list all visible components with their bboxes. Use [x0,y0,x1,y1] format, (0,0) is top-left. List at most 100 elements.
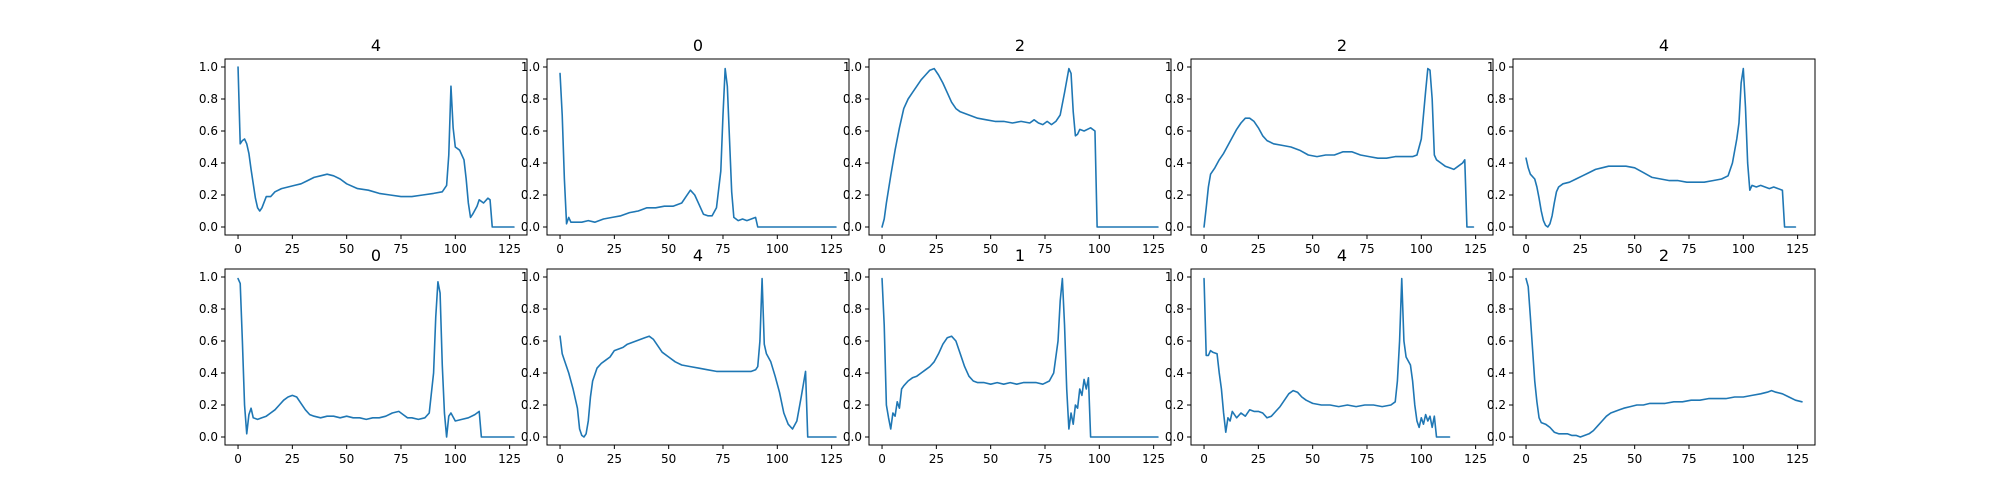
series-line [881,277,1159,438]
panel-title: 2 [1659,246,1669,265]
x-tick-label: 75 [1359,242,1374,256]
x-tick-label: 100 [444,242,467,256]
x-tick-label: 125 [1142,452,1165,466]
y-tick-label: 0.0 [521,220,540,234]
x-tick-label: 50 [661,452,676,466]
y-tick-label: 1.0 [521,60,540,74]
y-tick-label: 0.4 [521,156,540,170]
y-tick-label: 0.6 [199,334,218,348]
y-tick-label: 0.2 [843,188,862,202]
x-tick-label: 100 [1732,452,1755,466]
panel-title: 0 [693,36,703,55]
x-tick-label: 25 [285,452,300,466]
y-tick-label: 1.0 [843,60,862,74]
axes-frame [546,58,850,236]
axes-frame [1512,58,1816,236]
axes-frame [1190,58,1494,236]
y-tick-label: 0.0 [199,430,218,444]
y-tick-label: 0.8 [1487,302,1506,316]
y-tick-label: 0.4 [843,366,862,380]
y-tick-label: 0.6 [843,124,862,138]
x-tick-label: 25 [285,242,300,256]
y-tick-label: 0.2 [843,398,862,412]
series-line [559,277,837,438]
x-tick-label: 25 [1573,452,1588,466]
y-tick-label: 0.8 [1165,92,1184,106]
x-tick-label: 0 [234,242,242,256]
panel-title: 4 [693,246,703,265]
x-tick-label: 50 [339,242,354,256]
y-tick-label: 0.8 [199,92,218,106]
series-line [559,67,837,228]
series-line [1525,277,1803,438]
panel-3: 0 25 50 75 100 125 0.0 0.2 0.4 0.6 0.8 1.0 2 [843,36,1172,256]
y-tick-label: 0.4 [199,366,218,380]
panel-1: 0 25 50 75 100 125 0.0 0.2 0.4 0.6 0.8 1.0 4 [199,36,528,256]
x-tick-label: 75 [1359,452,1374,466]
panel-title: 4 [1659,36,1669,55]
x-tick-label: 75 [1681,242,1696,256]
panel-title: 1 [1015,246,1025,265]
x-tick-label: 75 [1681,452,1696,466]
y-tick-label: 0.0 [843,430,862,444]
y-tick-label: 0.4 [1487,366,1506,380]
y-tick-label: 0.6 [843,334,862,348]
y-tick-label: 1.0 [1487,60,1506,74]
y-tick-label: 0.6 [1165,124,1184,138]
y-tick-label: 0.8 [1165,302,1184,316]
y-tick-label: 0.6 [1487,124,1506,138]
y-tick-label: 0.6 [199,124,218,138]
y-tick-label: 0.6 [521,124,540,138]
x-tick-label: 75 [715,452,730,466]
y-tick-label: 0.0 [1487,220,1506,234]
x-tick-label: 0 [878,242,886,256]
x-tick-label: 100 [1410,242,1433,256]
axes-frame [224,268,528,446]
y-tick-label: 0.8 [521,92,540,106]
x-tick-label: 25 [1251,242,1266,256]
series-line [881,67,1159,228]
axes-frame [1190,268,1494,446]
panel-title: 0 [371,246,381,265]
x-tick-label: 50 [1627,242,1642,256]
x-tick-label: 25 [607,242,622,256]
x-tick-label: 125 [1464,452,1487,466]
x-tick-label: 100 [766,242,789,256]
x-tick-label: 0 [556,452,564,466]
y-tick-label: 0.6 [1165,334,1184,348]
y-tick-label: 0.8 [843,302,862,316]
y-tick-label: 0.2 [521,188,540,202]
x-tick-label: 100 [766,452,789,466]
series-line [1203,67,1475,228]
panel-9: 0 25 50 75 100 125 0.0 0.2 0.4 0.6 0.8 1.0 4 [1165,246,1494,466]
axes-frame [224,58,528,236]
x-tick-label: 75 [715,242,730,256]
x-tick-label: 125 [1786,242,1809,256]
x-tick-label: 0 [1522,452,1530,466]
x-tick-label: 100 [444,452,467,466]
y-tick-label: 0.4 [843,156,862,170]
x-tick-label: 25 [929,452,944,466]
y-tick-label: 1.0 [521,270,540,284]
x-tick-label: 100 [1088,242,1111,256]
x-tick-label: 0 [234,452,242,466]
y-tick-label: 0.4 [1165,366,1184,380]
x-tick-label: 25 [607,452,622,466]
x-tick-label: 125 [498,452,521,466]
x-tick-label: 0 [1200,242,1208,256]
y-tick-label: 0.8 [1487,92,1506,106]
x-tick-label: 50 [983,452,998,466]
y-tick-label: 1.0 [199,270,218,284]
x-tick-label: 125 [820,452,843,466]
panel-title: 2 [1337,36,1347,55]
y-tick-label: 0.0 [1487,430,1506,444]
panel-title: 4 [371,36,381,55]
y-tick-label: 0.2 [1487,398,1506,412]
axes-frame [868,58,1172,236]
y-tick-label: 0.2 [199,398,218,412]
panel-title: 2 [1015,36,1025,55]
y-tick-label: 0.2 [1487,188,1506,202]
x-tick-label: 100 [1088,452,1111,466]
y-tick-label: 1.0 [199,60,218,74]
panel-2: 0 25 50 75 100 125 0.0 0.2 0.4 0.6 0.8 1.0 0 [521,36,850,256]
